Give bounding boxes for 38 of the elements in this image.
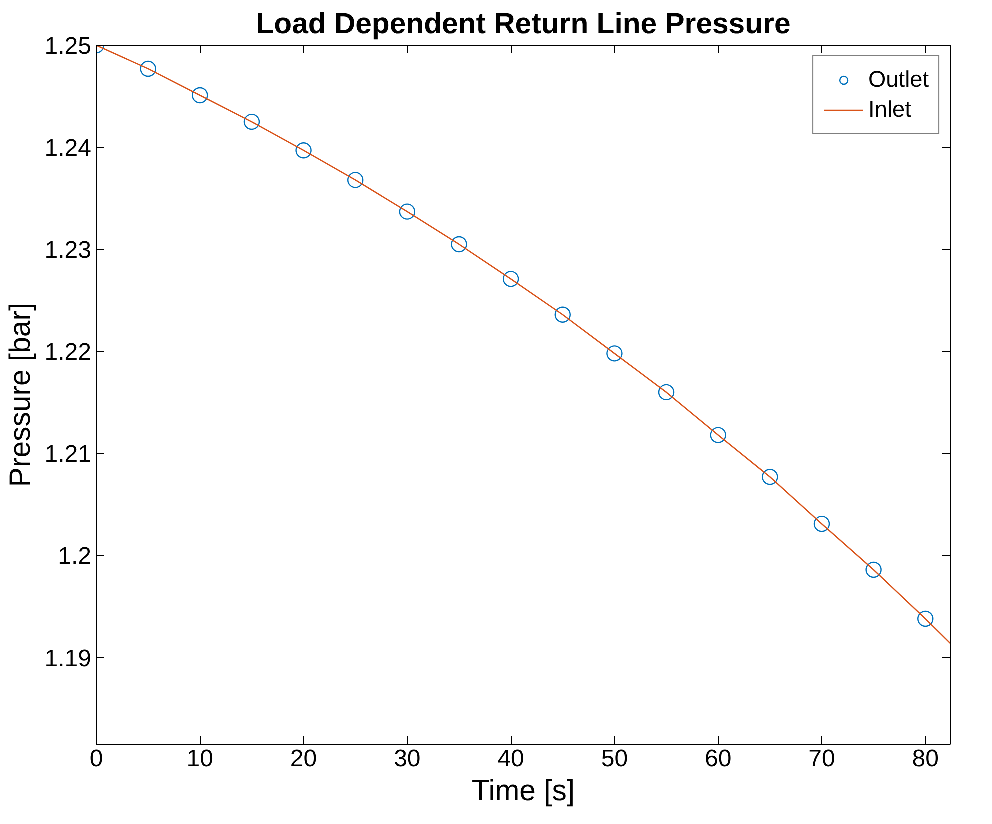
point [502, 271, 520, 288]
chart-title: Load Dependent Return Line Pressure [256, 8, 791, 40]
point [814, 516, 830, 532]
point [451, 236, 468, 253]
y-tick-label: 1.22 [44, 339, 92, 366]
y-tick-label: 1.23 [44, 237, 92, 264]
x-tick-label: 60 [704, 746, 732, 772]
legend-label: Outlet [868, 66, 929, 93]
y-tick-label: 1.21 [44, 441, 92, 468]
point [918, 610, 934, 628]
x-tick-label: 20 [290, 746, 318, 772]
point [762, 469, 778, 486]
y-axis-title: Pressure [bar] [4, 302, 37, 488]
legend-label: Inlet [868, 96, 912, 123]
x-axis-title: Time [s] [472, 774, 576, 808]
x-tick-label: 0 [90, 746, 104, 772]
x-tick-label: 50 [601, 746, 628, 772]
point [348, 172, 364, 188]
x-tick-label: 70 [808, 746, 836, 772]
x-tick-label: 80 [912, 746, 939, 772]
y-tick-label: 1.24 [44, 135, 92, 162]
x-tick-label: 10 [186, 746, 214, 772]
point [192, 87, 208, 104]
x-tick-label: 30 [394, 746, 421, 772]
point [658, 384, 675, 401]
point [140, 60, 156, 78]
point [606, 346, 623, 362]
point [866, 562, 882, 578]
point [554, 306, 571, 323]
point [244, 114, 260, 130]
point [296, 142, 312, 159]
y-tick-label: 1.25 [44, 33, 92, 60]
x-tick-label: 40 [498, 746, 524, 772]
y-tick-label: 1.19 [44, 645, 92, 672]
point [399, 204, 416, 220]
point [710, 427, 726, 444]
y-tick-label: 1.2 [58, 543, 92, 570]
line-series [96, 46, 950, 644]
